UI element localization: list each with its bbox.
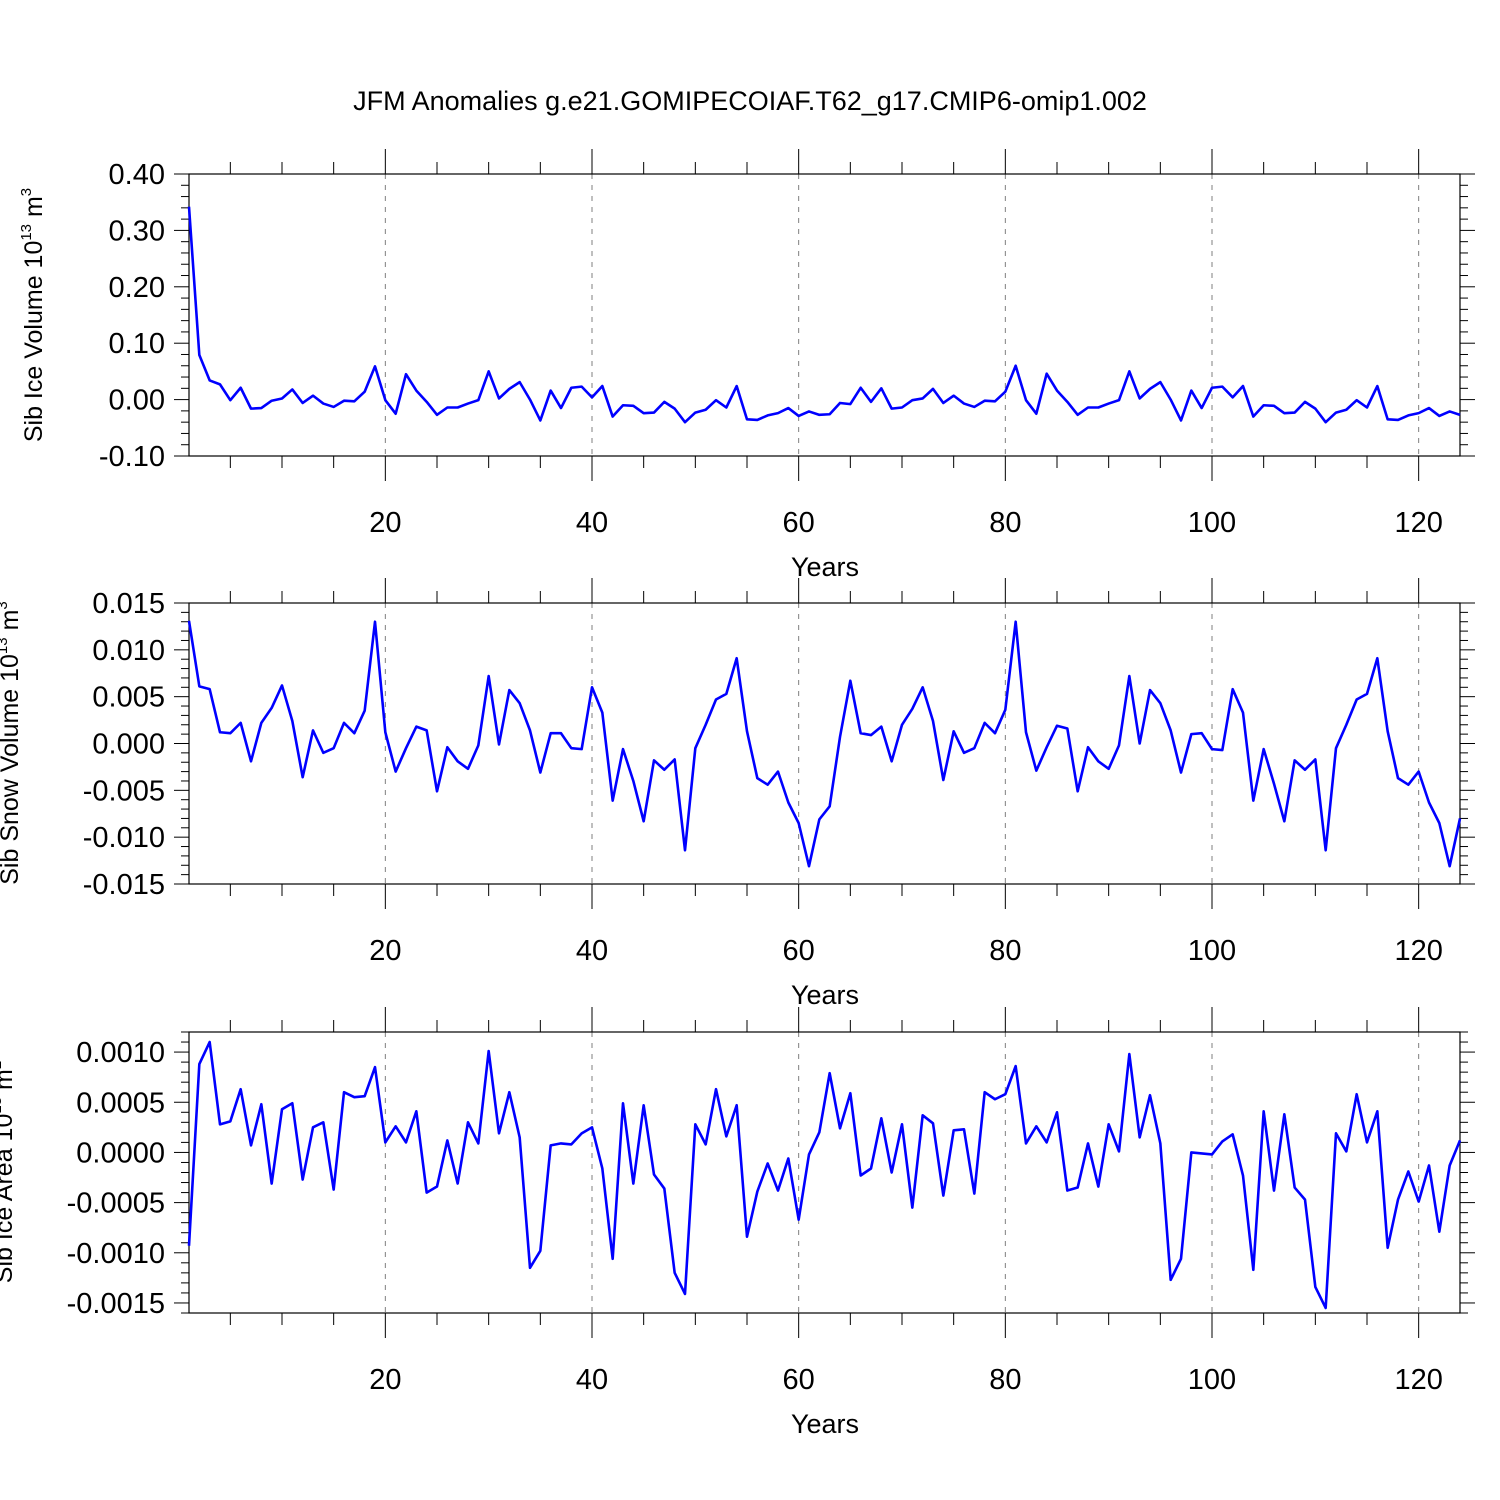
y-tick-label: -0.015 <box>83 869 165 901</box>
x-tick-label: 40 <box>576 1364 608 1396</box>
panel-ice-volume: -0.10 0.00 0.10 0.20 0.30 0.40 20 40 60 80 100 120 Y… <box>18 149 1475 582</box>
x-tick-label: 20 <box>369 935 401 967</box>
x-tick-label: 80 <box>989 935 1021 967</box>
x-tick-label: 40 <box>576 507 608 539</box>
panel-ice-area: -0.0015 -0.0010 -0.0005 0.0000 0.0005 0.0010 2… <box>0 1007 1475 1439</box>
series-line <box>187 1040 1462 1310</box>
x-tick-label: 60 <box>783 507 815 539</box>
x-tick-label: 120 <box>1394 935 1442 967</box>
y-tick-label: 0.015 <box>92 588 165 620</box>
y-tick-label: 0.0005 <box>76 1087 165 1119</box>
x-tick-label: 120 <box>1394 507 1442 539</box>
y-tick-label: 0.0000 <box>76 1137 165 1169</box>
x-tick-label: 100 <box>1188 935 1236 967</box>
y-tick-label: 0.005 <box>92 682 165 714</box>
x-tick-label: 120 <box>1394 1364 1442 1396</box>
y-tick-label: -0.010 <box>83 822 165 854</box>
series-line <box>187 206 1461 424</box>
y-axis-label: Sib Ice Volume 1013 m3 <box>18 188 48 442</box>
y-tick-label: 0.40 <box>109 159 165 191</box>
x-axis-label: Years <box>791 1409 859 1439</box>
x-tick-label: 80 <box>989 1364 1021 1396</box>
y-tick-label: 0.30 <box>109 215 165 247</box>
plot-frame <box>188 173 1461 457</box>
x-tick-label: 20 <box>369 1364 401 1396</box>
y-tick-label: -0.0010 <box>67 1238 165 1270</box>
y-tick-label: -0.10 <box>99 441 165 473</box>
y-tick-label: 0.010 <box>92 635 165 667</box>
y-axis-label: Sib Snow Volume 1013 m3 <box>0 601 24 885</box>
y-tick-label: -0.0005 <box>67 1188 165 1220</box>
x-tick-label: 40 <box>576 935 608 967</box>
y-tick-label: 0.000 <box>92 729 165 761</box>
y-tick-label: 0.0010 <box>76 1037 165 1069</box>
y-tick-label: -0.005 <box>83 775 165 807</box>
x-tick-label: 100 <box>1188 1364 1236 1396</box>
y-tick-label: 0.10 <box>109 328 165 360</box>
x-axis-label: Years <box>791 980 859 1010</box>
x-tick-label: 60 <box>783 935 815 967</box>
x-tick-label: 20 <box>369 507 401 539</box>
x-tick-label: 100 <box>1188 507 1236 539</box>
plot-frame <box>188 602 1461 885</box>
y-axis-label: Sib Ice Area 1013 m2 <box>0 1061 18 1283</box>
x-tick-label: 80 <box>989 507 1021 539</box>
x-tick-label: 60 <box>783 1364 815 1396</box>
y-tick-label: 0.00 <box>109 385 165 417</box>
series-line <box>187 620 1462 868</box>
y-tick-label: -0.0015 <box>67 1288 165 1320</box>
panel-snow-volume: -0.015 -0.010 -0.005 0.000 0.005 0.010 0.015 20… <box>0 578 1475 1010</box>
plot-frame <box>188 1031 1461 1314</box>
y-tick-label: 0.20 <box>109 272 165 304</box>
chart-title: JFM Anomalies g.e21.GOMIPECOIAF.T62_g17.… <box>353 86 1147 116</box>
x-axis-label: Years <box>791 552 859 582</box>
